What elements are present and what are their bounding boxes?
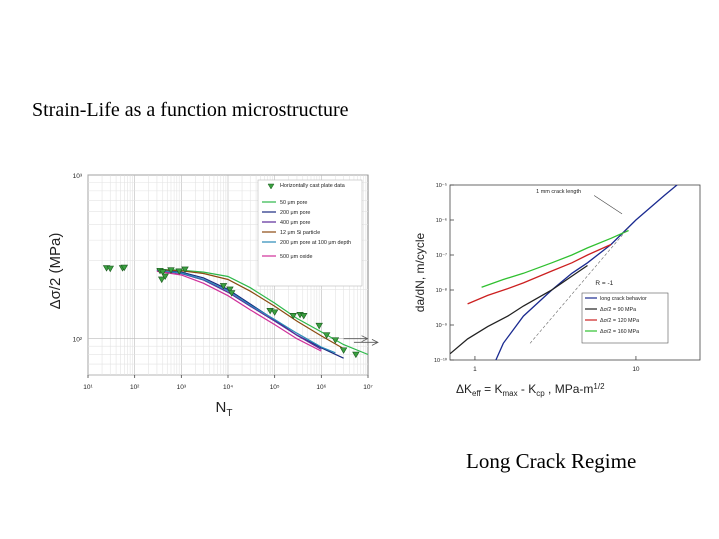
data-point [158, 276, 166, 284]
runout-arrow [343, 335, 369, 343]
x-axis-label: NT [216, 399, 233, 419]
y-tick-label: 10⁻⁹ [436, 322, 447, 329]
x-tick-label: 10⁷ [363, 384, 373, 391]
data-point [159, 269, 167, 276]
data-point [300, 312, 308, 320]
legend-label: 200 μm pore [280, 210, 310, 216]
x-tick-label: 10⁵ [270, 384, 280, 391]
legend-label: Δσ/2 = 160 MPa [600, 329, 639, 335]
data-point [227, 290, 236, 297]
x-tick-label: 10² [130, 384, 140, 391]
data-point [352, 351, 360, 359]
legend-label: 200 μm pore at 100 μm depth [280, 240, 351, 246]
y-axis-label: da/dN, m/cycle [413, 232, 427, 312]
data-point [175, 268, 183, 275]
slide-caption: Long Crack Regime [466, 449, 637, 473]
x-tick-label: 10³ [177, 384, 187, 391]
legend-title: Horizontally cast plate data [280, 183, 345, 189]
y-tick-label: 10⁻⁷ [436, 252, 447, 259]
data-point [161, 273, 169, 281]
data-point [315, 322, 323, 330]
data-point [270, 309, 279, 316]
x-tick-label: 1 [473, 366, 477, 373]
series-line-long-crack-behavior [495, 185, 678, 360]
legend-marker [267, 183, 275, 190]
annotation-pointer [593, 195, 623, 215]
runout-arrow [353, 338, 379, 346]
series-line-12-m-si-particle [156, 269, 344, 350]
x-tick-label: 10 [632, 366, 640, 373]
series-line-200-m-pore [156, 269, 344, 359]
series-line-200-m-pore-at-100-m-depth [156, 269, 336, 354]
y-tick-label: 10⁻⁸ [436, 287, 447, 294]
x-tick-label: 10⁶ [316, 384, 326, 391]
data-point [289, 312, 297, 320]
slide-title: Strain-Life as a function microstructure [32, 99, 349, 121]
series-line--2-120-mpa [467, 243, 612, 305]
data-point [331, 337, 340, 344]
data-point [219, 283, 228, 290]
x-tick-label: 10⁴ [223, 384, 233, 391]
y-tick-label: 10³ [73, 173, 83, 180]
data-point [106, 265, 114, 273]
x-axis-label: ΔKeff = Kmax - Kcp , MPa-m1/2 [456, 382, 605, 398]
y-tick-label: 10² [73, 337, 83, 344]
legend-label: 50 μm pore [280, 200, 307, 206]
data-point [339, 347, 348, 354]
annotation-crack-length: 1 mm crack length [536, 189, 581, 195]
legend-box-2 [581, 292, 669, 344]
legend-label: 400 μm pore [280, 220, 310, 226]
data-point [120, 264, 129, 272]
data-point [167, 267, 175, 274]
x-tick-label: 10¹ [83, 384, 93, 391]
legend-label: 12 μm Si particle [280, 230, 320, 236]
y-tick-label: 10⁻¹⁰ [434, 357, 448, 364]
data-point [322, 332, 331, 339]
legend-label: long crack behavior [600, 296, 647, 302]
series-line--2-160-mpa [481, 229, 629, 288]
data-point [226, 286, 234, 294]
y-tick-label: 10⁻⁵ [436, 182, 447, 189]
series-group-2 [450, 185, 678, 360]
legend-box-1 [257, 179, 363, 287]
legend-label: Δσ/2 = 90 MPa [600, 307, 636, 313]
annotation-r-ratio: R = -1 [595, 280, 613, 287]
y-axis-label: Δσ/2 (MPa) [47, 233, 64, 310]
data-point [181, 266, 189, 274]
series-line--2-90-mpa [450, 264, 588, 355]
legend-label: Δσ/2 = 120 MPa [600, 318, 639, 324]
guide-line [529, 227, 629, 344]
legend-label: 500 μm oxide [280, 254, 312, 260]
y-tick-label: 10⁻⁶ [436, 217, 447, 224]
series-line-500-m-oxide [156, 270, 322, 352]
